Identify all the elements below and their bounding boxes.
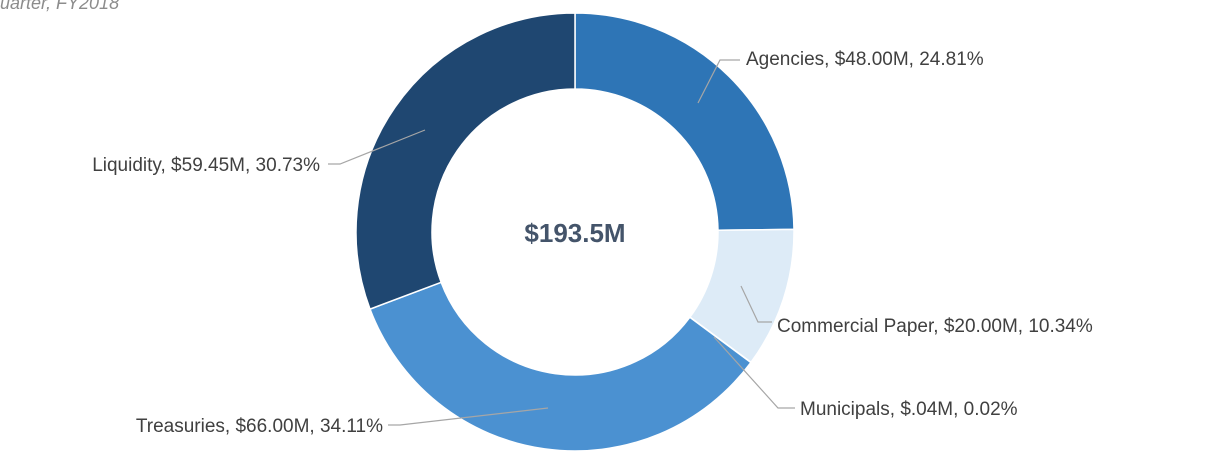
data-label: Treasuries, $66.00M, 34.11%: [136, 416, 383, 437]
data-label: Agencies, $48.00M, 24.81%: [746, 49, 984, 70]
leader-line: [328, 129, 426, 165]
data-label: Commercial Paper, $20.00M, 10.34%: [777, 316, 1093, 337]
leader-line: [697, 59, 740, 104]
data-label: Municipals, $.04M, 0.02%: [800, 399, 1018, 420]
donut-slice: [355, 12, 576, 311]
data-label: Liquidity, $59.45M, 30.73%: [92, 155, 320, 176]
donut-slice: [574, 12, 795, 232]
leader-line: [388, 407, 549, 426]
leader-line: [713, 336, 795, 409]
center-label: $193.5M: [524, 218, 625, 248]
donut-slice: [369, 281, 752, 452]
leader-line: [740, 285, 772, 323]
chart-title: uarter, FY2018: [0, 0, 119, 13]
